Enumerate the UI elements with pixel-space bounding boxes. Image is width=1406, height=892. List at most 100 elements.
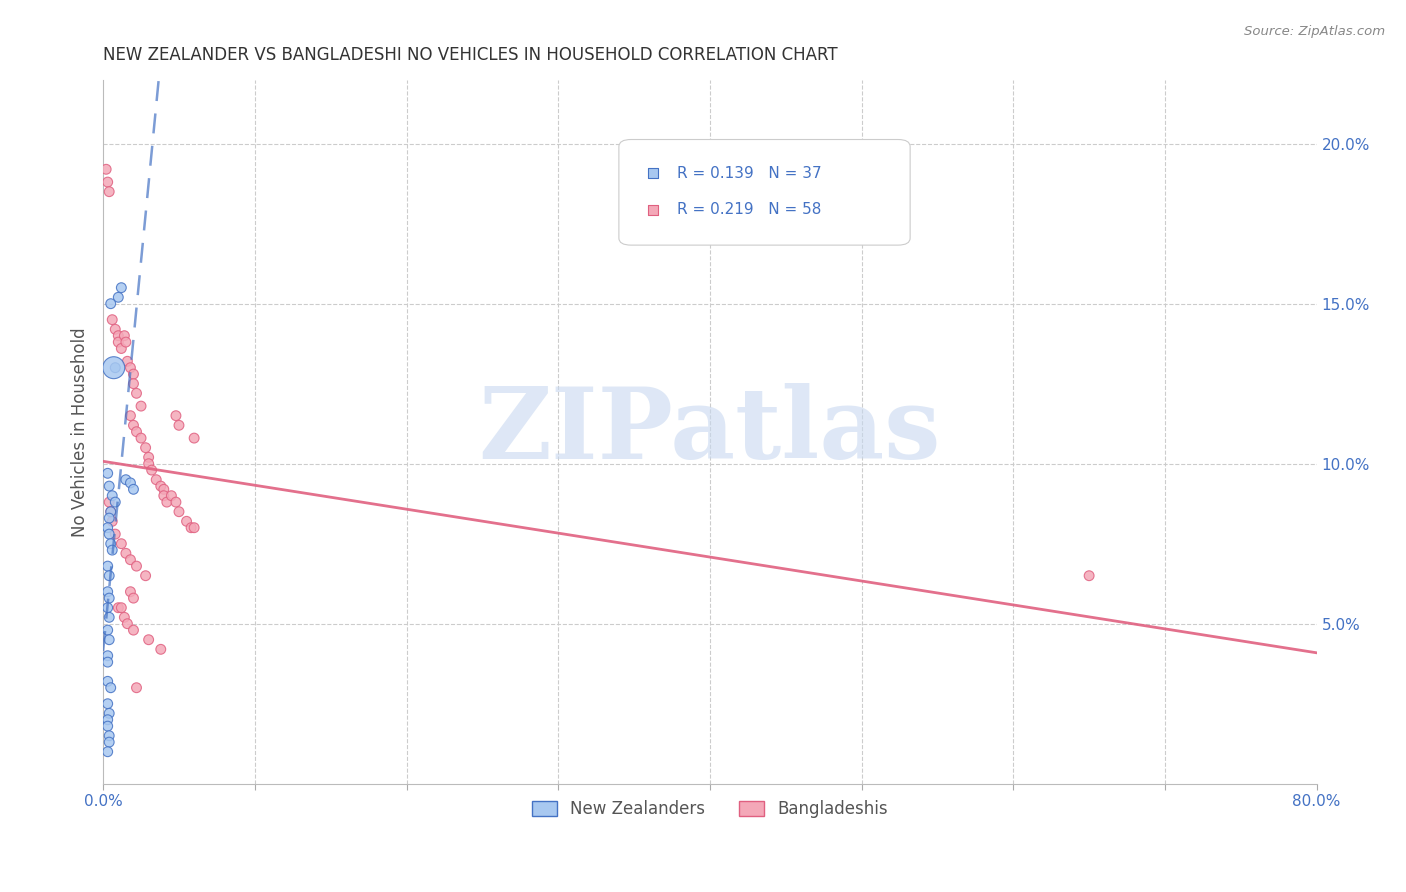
Point — [165, 495, 187, 509]
Point — [129, 399, 152, 413]
Point — [97, 697, 120, 711]
Point — [97, 648, 120, 663]
Point — [112, 610, 135, 624]
Point — [97, 600, 120, 615]
Point — [138, 450, 160, 465]
Text: NEW ZEALANDER VS BANGLADESHI NO VEHICLES IN HOUSEHOLD CORRELATION CHART: NEW ZEALANDER VS BANGLADESHI NO VEHICLES… — [103, 46, 838, 64]
Point — [107, 600, 129, 615]
Point — [122, 623, 145, 637]
Point — [101, 543, 124, 558]
Point — [138, 632, 160, 647]
Point — [100, 505, 122, 519]
Point — [125, 425, 148, 439]
Legend: New Zealanders, Bangladeshis: New Zealanders, Bangladeshis — [526, 793, 894, 825]
Point — [120, 552, 142, 566]
Point — [97, 467, 120, 481]
Point — [104, 360, 127, 375]
Point — [115, 546, 138, 560]
Point — [97, 745, 120, 759]
Point — [100, 537, 122, 551]
Point — [145, 473, 167, 487]
Point — [167, 505, 190, 519]
Point — [112, 328, 135, 343]
Point — [107, 290, 129, 304]
Point — [104, 322, 127, 336]
Point — [156, 495, 179, 509]
Point — [101, 514, 124, 528]
Point — [97, 559, 120, 574]
Point — [101, 312, 124, 326]
Point — [97, 674, 120, 689]
Point — [98, 185, 121, 199]
Point — [135, 441, 157, 455]
Point — [97, 521, 120, 535]
Point — [100, 296, 122, 310]
Point — [98, 511, 121, 525]
Point — [120, 409, 142, 423]
Point — [100, 505, 122, 519]
Point — [138, 457, 160, 471]
Y-axis label: No Vehicles in Household: No Vehicles in Household — [72, 326, 89, 536]
Text: Source: ZipAtlas.com: Source: ZipAtlas.com — [1244, 25, 1385, 38]
Point — [183, 431, 205, 445]
Text: ZIPatlas: ZIPatlas — [478, 384, 941, 480]
Point — [98, 479, 121, 493]
Point — [122, 376, 145, 391]
Point — [103, 360, 125, 375]
Point — [129, 431, 152, 445]
Point — [153, 489, 176, 503]
Point — [117, 616, 139, 631]
Point — [107, 328, 129, 343]
Text: R = 0.219   N = 58: R = 0.219 N = 58 — [678, 202, 821, 218]
Point — [110, 537, 132, 551]
Point — [125, 681, 148, 695]
Point — [153, 483, 176, 497]
FancyBboxPatch shape — [619, 139, 910, 245]
Point — [165, 409, 187, 423]
Point — [100, 681, 122, 695]
Point — [122, 591, 145, 606]
Point — [122, 418, 145, 433]
Point — [110, 281, 132, 295]
Point — [125, 386, 148, 401]
Point — [104, 495, 127, 509]
Point — [98, 495, 121, 509]
Point — [98, 610, 121, 624]
Point — [96, 162, 118, 177]
Point — [135, 568, 157, 582]
Point — [125, 559, 148, 574]
Point — [180, 521, 202, 535]
Point — [120, 360, 142, 375]
Point — [98, 591, 121, 606]
Point — [183, 521, 205, 535]
Point — [98, 729, 121, 743]
Point — [160, 489, 183, 503]
Point — [98, 706, 121, 721]
Point — [117, 354, 139, 368]
Point — [1078, 568, 1101, 582]
Text: R = 0.139   N = 37: R = 0.139 N = 37 — [678, 166, 821, 181]
Point — [97, 584, 120, 599]
Point — [97, 175, 120, 189]
Point — [149, 642, 172, 657]
Point — [98, 735, 121, 749]
Point — [141, 463, 163, 477]
Point — [176, 514, 198, 528]
Point — [122, 367, 145, 381]
Point — [110, 342, 132, 356]
Point — [104, 527, 127, 541]
Point — [97, 713, 120, 727]
Point — [98, 568, 121, 582]
Point — [120, 584, 142, 599]
Point — [101, 489, 124, 503]
Point — [115, 473, 138, 487]
Point — [97, 655, 120, 669]
Point — [120, 475, 142, 490]
Point — [97, 623, 120, 637]
Point — [149, 479, 172, 493]
Point — [98, 527, 121, 541]
Point — [110, 600, 132, 615]
Point — [98, 632, 121, 647]
Point — [122, 483, 145, 497]
Point — [97, 719, 120, 733]
